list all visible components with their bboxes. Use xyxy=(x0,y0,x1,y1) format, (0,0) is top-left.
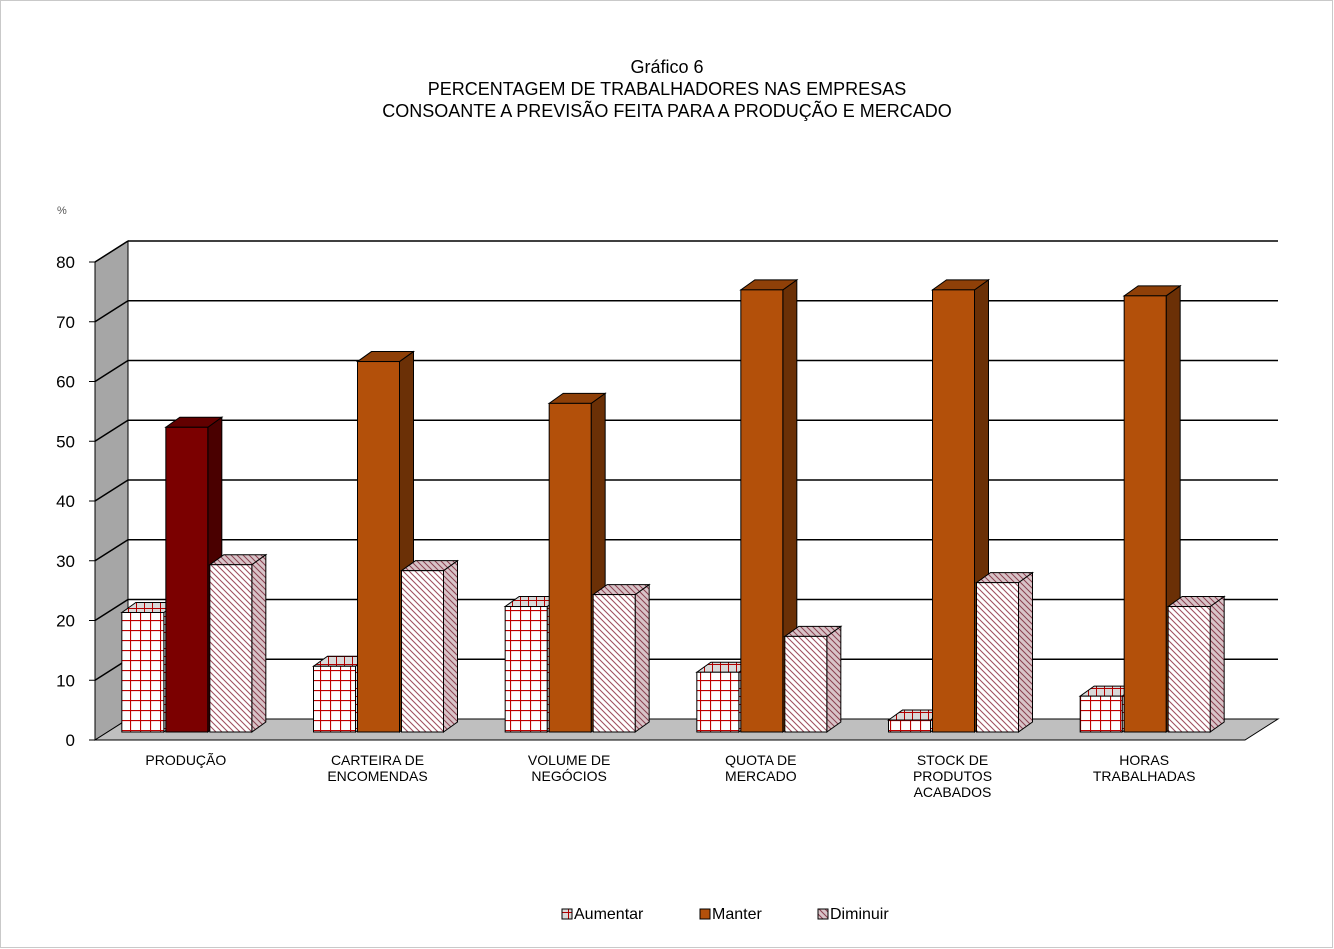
bar-front xyxy=(696,671,740,733)
category-label: MERCADO xyxy=(725,768,797,784)
gridline-diagonal xyxy=(94,479,129,502)
bar-side xyxy=(826,625,842,733)
bar-front xyxy=(504,606,548,733)
bar-front xyxy=(313,665,356,733)
bar-front xyxy=(740,289,784,733)
bar-diminuir-0 xyxy=(208,553,268,733)
bar-side xyxy=(1018,571,1033,733)
bars xyxy=(120,278,1226,733)
bar-diminuir-4 xyxy=(974,571,1035,733)
gridline-diagonal xyxy=(94,598,129,622)
bar-front xyxy=(784,635,828,733)
gridline-diagonal xyxy=(94,359,129,383)
y-tick-label: 70 xyxy=(56,313,75,332)
y-tick-label: 60 xyxy=(56,373,75,392)
bar-diminuir-3 xyxy=(783,625,843,733)
chart-title-line-3: CONSOANTE A PREVISÃO FEITA PARA A PRODUÇ… xyxy=(382,100,951,121)
bar-front xyxy=(976,582,1019,733)
gridlines xyxy=(94,240,1278,681)
y-tick-label: 10 xyxy=(56,671,75,690)
gridline-diagonal xyxy=(94,240,129,263)
chart-walls xyxy=(93,240,1280,741)
bar-front xyxy=(401,570,444,733)
category-label: ACABADOS xyxy=(914,784,992,800)
gridline-diagonal xyxy=(94,300,129,323)
bar-diminuir-2 xyxy=(591,583,651,733)
chart-title-line-2: PERCENTAGEM DE TRABALHADORES NAS EMPRESA… xyxy=(428,79,906,99)
category-label: HORAS xyxy=(1119,752,1169,768)
bar-front xyxy=(548,402,592,733)
bar-front xyxy=(121,612,165,733)
bar-side xyxy=(634,583,650,733)
bar-front xyxy=(1167,606,1211,733)
y-tick-label: 40 xyxy=(56,492,75,511)
chart-title-line-1: Gráfico 6 xyxy=(630,57,703,77)
bar-front xyxy=(165,426,209,733)
bar-side xyxy=(251,553,267,733)
category-label: NEGÓCIOS xyxy=(531,768,606,784)
gridline-diagonal xyxy=(94,419,129,442)
bar-diminuir-1 xyxy=(399,559,460,733)
category-label: VOLUME DE xyxy=(528,752,610,768)
bar-front xyxy=(1079,695,1123,733)
bar-front xyxy=(209,564,253,733)
category-label: ENCOMENDAS xyxy=(327,768,427,784)
bar-front xyxy=(1123,295,1167,733)
y-axis-ticks: 0 10 20 30 40 50 60 70 80 xyxy=(56,253,96,750)
legend-swatch-manter xyxy=(699,908,711,920)
y-tick-label: 20 xyxy=(56,612,75,631)
bar-front xyxy=(592,594,636,733)
category-label: PRODUÇÃO xyxy=(145,752,226,768)
y-tick-label: 80 xyxy=(56,253,75,272)
bar-front xyxy=(357,361,400,733)
y-tick-label: 50 xyxy=(56,432,75,451)
y-tick-label: 0 xyxy=(66,731,75,750)
bar-manter-3 xyxy=(739,278,799,733)
category-label: STOCK DE xyxy=(917,752,988,768)
bar-front xyxy=(888,719,931,733)
legend-label-manter: Manter xyxy=(712,906,762,923)
bar-side xyxy=(1209,595,1225,733)
category-label: QUOTA DE xyxy=(725,752,796,768)
gridline-diagonal xyxy=(94,539,129,562)
legend: Aumentar Manter Diminuir xyxy=(561,906,889,923)
legend-label-aumentar: Aumentar xyxy=(574,906,644,923)
y-axis-unit-label: % xyxy=(57,205,67,217)
legend-label-diminuir: Diminuir xyxy=(830,906,889,923)
category-label: CARTEIRA DE xyxy=(331,752,424,768)
legend-swatch-aumentar xyxy=(561,908,573,920)
legend-swatch-diminuir xyxy=(817,908,829,920)
bar-front xyxy=(932,289,975,733)
y-tick-label: 30 xyxy=(56,552,75,571)
bar-diminuir-5 xyxy=(1166,595,1226,733)
category-label: TRABALHADAS xyxy=(1093,768,1196,784)
bar-side xyxy=(443,559,458,733)
category-label: PRODUTOS xyxy=(913,768,992,784)
chart-title: Gráfico 6 PERCENTAGEM DE TRABALHADORES N… xyxy=(382,57,951,121)
